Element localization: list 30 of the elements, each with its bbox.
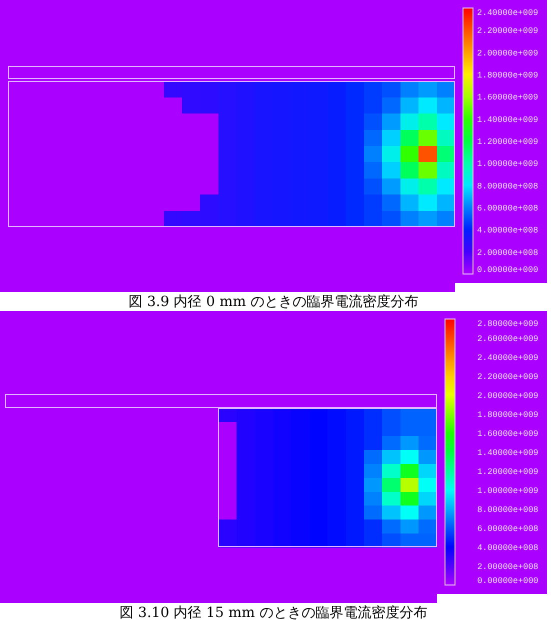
color-bar-label: 2.00000e+008: [477, 562, 538, 572]
color-bar-label: 6.00000e+008: [477, 204, 538, 214]
color-bar-label: 1.80000e+009: [477, 410, 538, 420]
text: 図 3.9 内径 0 mm のときの臨界電流密度分布: [128, 294, 418, 310]
color-bar-label: 8.00000e+008: [477, 181, 538, 192]
color-bar-label: 1.60000e+009: [477, 92, 538, 103]
color-bar-label: 0.00000e+000: [477, 265, 538, 275]
color-bar-label: 2.20000e+009: [477, 372, 538, 382]
color-bar-label: 8.00000e+008: [477, 505, 538, 515]
color-bar-label: 2.60000e+009: [477, 334, 538, 344]
color-bar-label: 0.00000e+000: [477, 576, 538, 586]
color-bar-label: 6.00000e+008: [477, 524, 538, 534]
color-bar-label: 4.00000e+008: [477, 226, 538, 236]
color-bar-label: 2.00000e+009: [477, 48, 538, 58]
color-bar-label: 1.00000e+009: [477, 486, 538, 496]
color-bar-label: 1.40000e+009: [477, 448, 538, 458]
color-bar-label: 2.00000e+008: [477, 248, 538, 258]
color-bar-label: 2.00000e+009: [477, 391, 538, 401]
color-bar-label: 2.80000e+009: [477, 319, 538, 329]
color-bar-label: 2.20000e+009: [477, 26, 538, 36]
color-bar-label: 2.40000e+009: [477, 8, 538, 18]
color-bar-label: 4.00000e+008: [477, 543, 538, 553]
color-bar-label: 1.20000e+009: [477, 137, 538, 147]
color-bar-label: 1.40000e+009: [477, 114, 538, 125]
color-bar-label: 2.40000e+009: [477, 353, 538, 363]
text: 図 3.10 内径 15 mm のときの臨界電流密度分布: [120, 605, 428, 621]
color-bar-label: 1.20000e+009: [477, 467, 538, 477]
color-bar-label: 1.60000e+009: [477, 429, 538, 439]
color-bar-label: 1.80000e+009: [477, 70, 538, 80]
color-bar-label: 1.00000e+009: [477, 159, 538, 170]
